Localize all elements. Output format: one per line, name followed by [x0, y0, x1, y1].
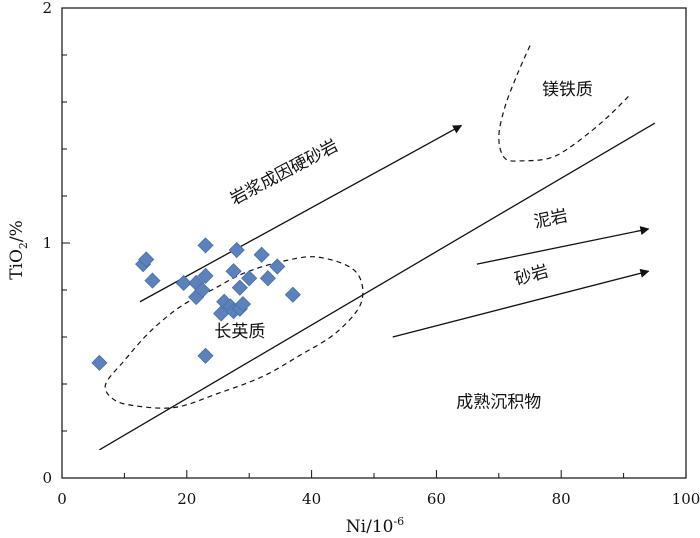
y-axis-title-tail: /% — [7, 220, 27, 242]
y-axis-title-main: TiO — [7, 249, 27, 280]
arrow-mudstone — [476, 226, 650, 265]
x-tick-label: 0 — [57, 490, 67, 508]
x-tick-label: 20 — [177, 490, 196, 508]
y-axis-title: TiO2/% — [7, 220, 30, 280]
label-felsic: 长英质 — [214, 322, 265, 342]
data-point-25 — [284, 286, 301, 303]
x-tick-label: 100 — [672, 490, 700, 508]
data-point-20 — [234, 296, 252, 313]
x-tick-label: 40 — [302, 490, 321, 508]
label-sandstone: 砂岩 — [513, 261, 551, 290]
data-point-5 — [175, 274, 192, 292]
x-axis-title-sup: -6 — [393, 515, 404, 528]
data-point-23 — [259, 270, 276, 287]
x-tick-label: 80 — [552, 490, 571, 508]
arrow-hard-sandstone — [139, 124, 463, 303]
arrow-sandstone — [392, 268, 650, 338]
data-point-11 — [197, 347, 214, 364]
label-mudstone: 泥岩 — [532, 206, 569, 233]
felsic-region — [104, 256, 364, 409]
data-point-17 — [228, 241, 245, 259]
data-point-8 — [194, 281, 211, 299]
data-point-4 — [144, 272, 161, 289]
label-hard-sandstone: 岩浆成因硬砂岩 — [227, 136, 341, 210]
data-point-18 — [231, 279, 248, 296]
boundary-line — [99, 122, 656, 451]
data-point-1 — [91, 354, 108, 371]
data-point-9 — [197, 237, 214, 254]
x-axis-title-main: Ni/10 — [346, 517, 394, 537]
x-axis-title: Ni/10-6 — [346, 515, 404, 537]
data-point-21 — [241, 270, 258, 287]
data-point-10 — [197, 267, 214, 284]
data-point-3 — [138, 251, 155, 268]
mafic-region — [498, 45, 631, 162]
y-tick-label: 0 — [42, 469, 52, 487]
y-tick-label: 2 — [42, 0, 52, 17]
data-point-22 — [253, 246, 270, 263]
label-mature: 成熟沉积物 — [456, 392, 541, 413]
y-axis-title-sub: 2 — [17, 242, 30, 249]
data-point-24 — [269, 258, 286, 275]
y-tick-label: 1 — [42, 234, 52, 252]
data-point-15 — [225, 263, 242, 280]
x-tick-label: 60 — [427, 490, 446, 508]
label-mafic: 镁铁质 — [542, 80, 593, 100]
